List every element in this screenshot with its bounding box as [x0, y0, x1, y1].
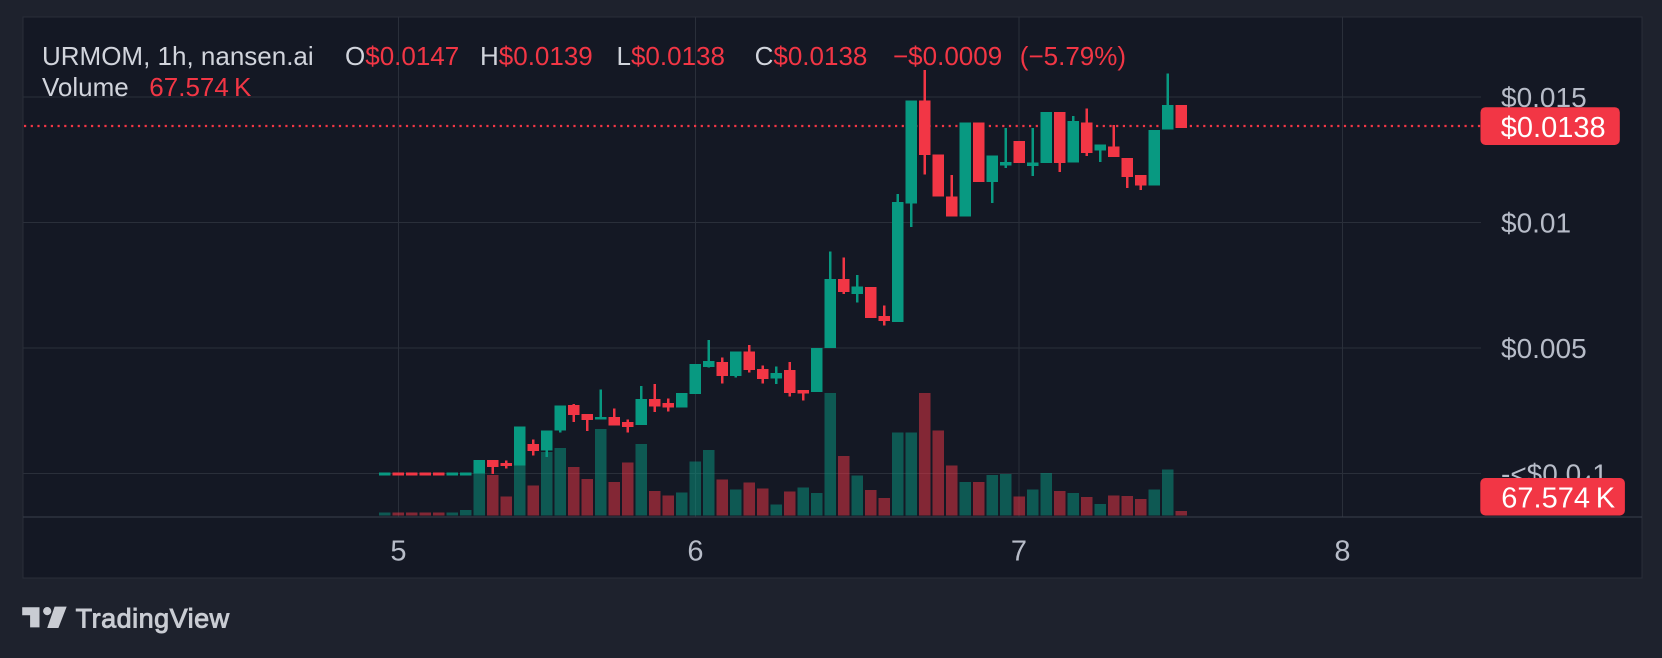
svg-text:$0.0138: $0.0138: [1501, 112, 1606, 144]
svg-text:O$0.0147: O$0.0147: [345, 41, 459, 71]
svg-text:67.574 K: 67.574 K: [1501, 482, 1616, 514]
svg-text:Volume: Volume: [42, 72, 129, 102]
svg-text:−$0.0009: −$0.0009: [893, 41, 1002, 71]
svg-text:$0.01: $0.01: [1501, 207, 1571, 238]
svg-text:L$0.0138: L$0.0138: [617, 41, 725, 71]
svg-text:H$0.0139: H$0.0139: [480, 41, 593, 71]
svg-text:(−5.79%): (−5.79%): [1020, 41, 1126, 71]
svg-text:C$0.0138: C$0.0138: [755, 41, 868, 71]
svg-text:URMOM, 1h, nansen.ai: URMOM, 1h, nansen.ai: [42, 41, 314, 71]
svg-text:7: 7: [1011, 536, 1027, 568]
svg-text:67.574 K: 67.574 K: [149, 72, 252, 102]
svg-text:TradingView: TradingView: [76, 604, 230, 634]
svg-text:$0.005: $0.005: [1501, 333, 1587, 364]
svg-text:5: 5: [390, 536, 406, 568]
svg-text:6: 6: [687, 536, 703, 568]
svg-text:8: 8: [1334, 536, 1350, 568]
